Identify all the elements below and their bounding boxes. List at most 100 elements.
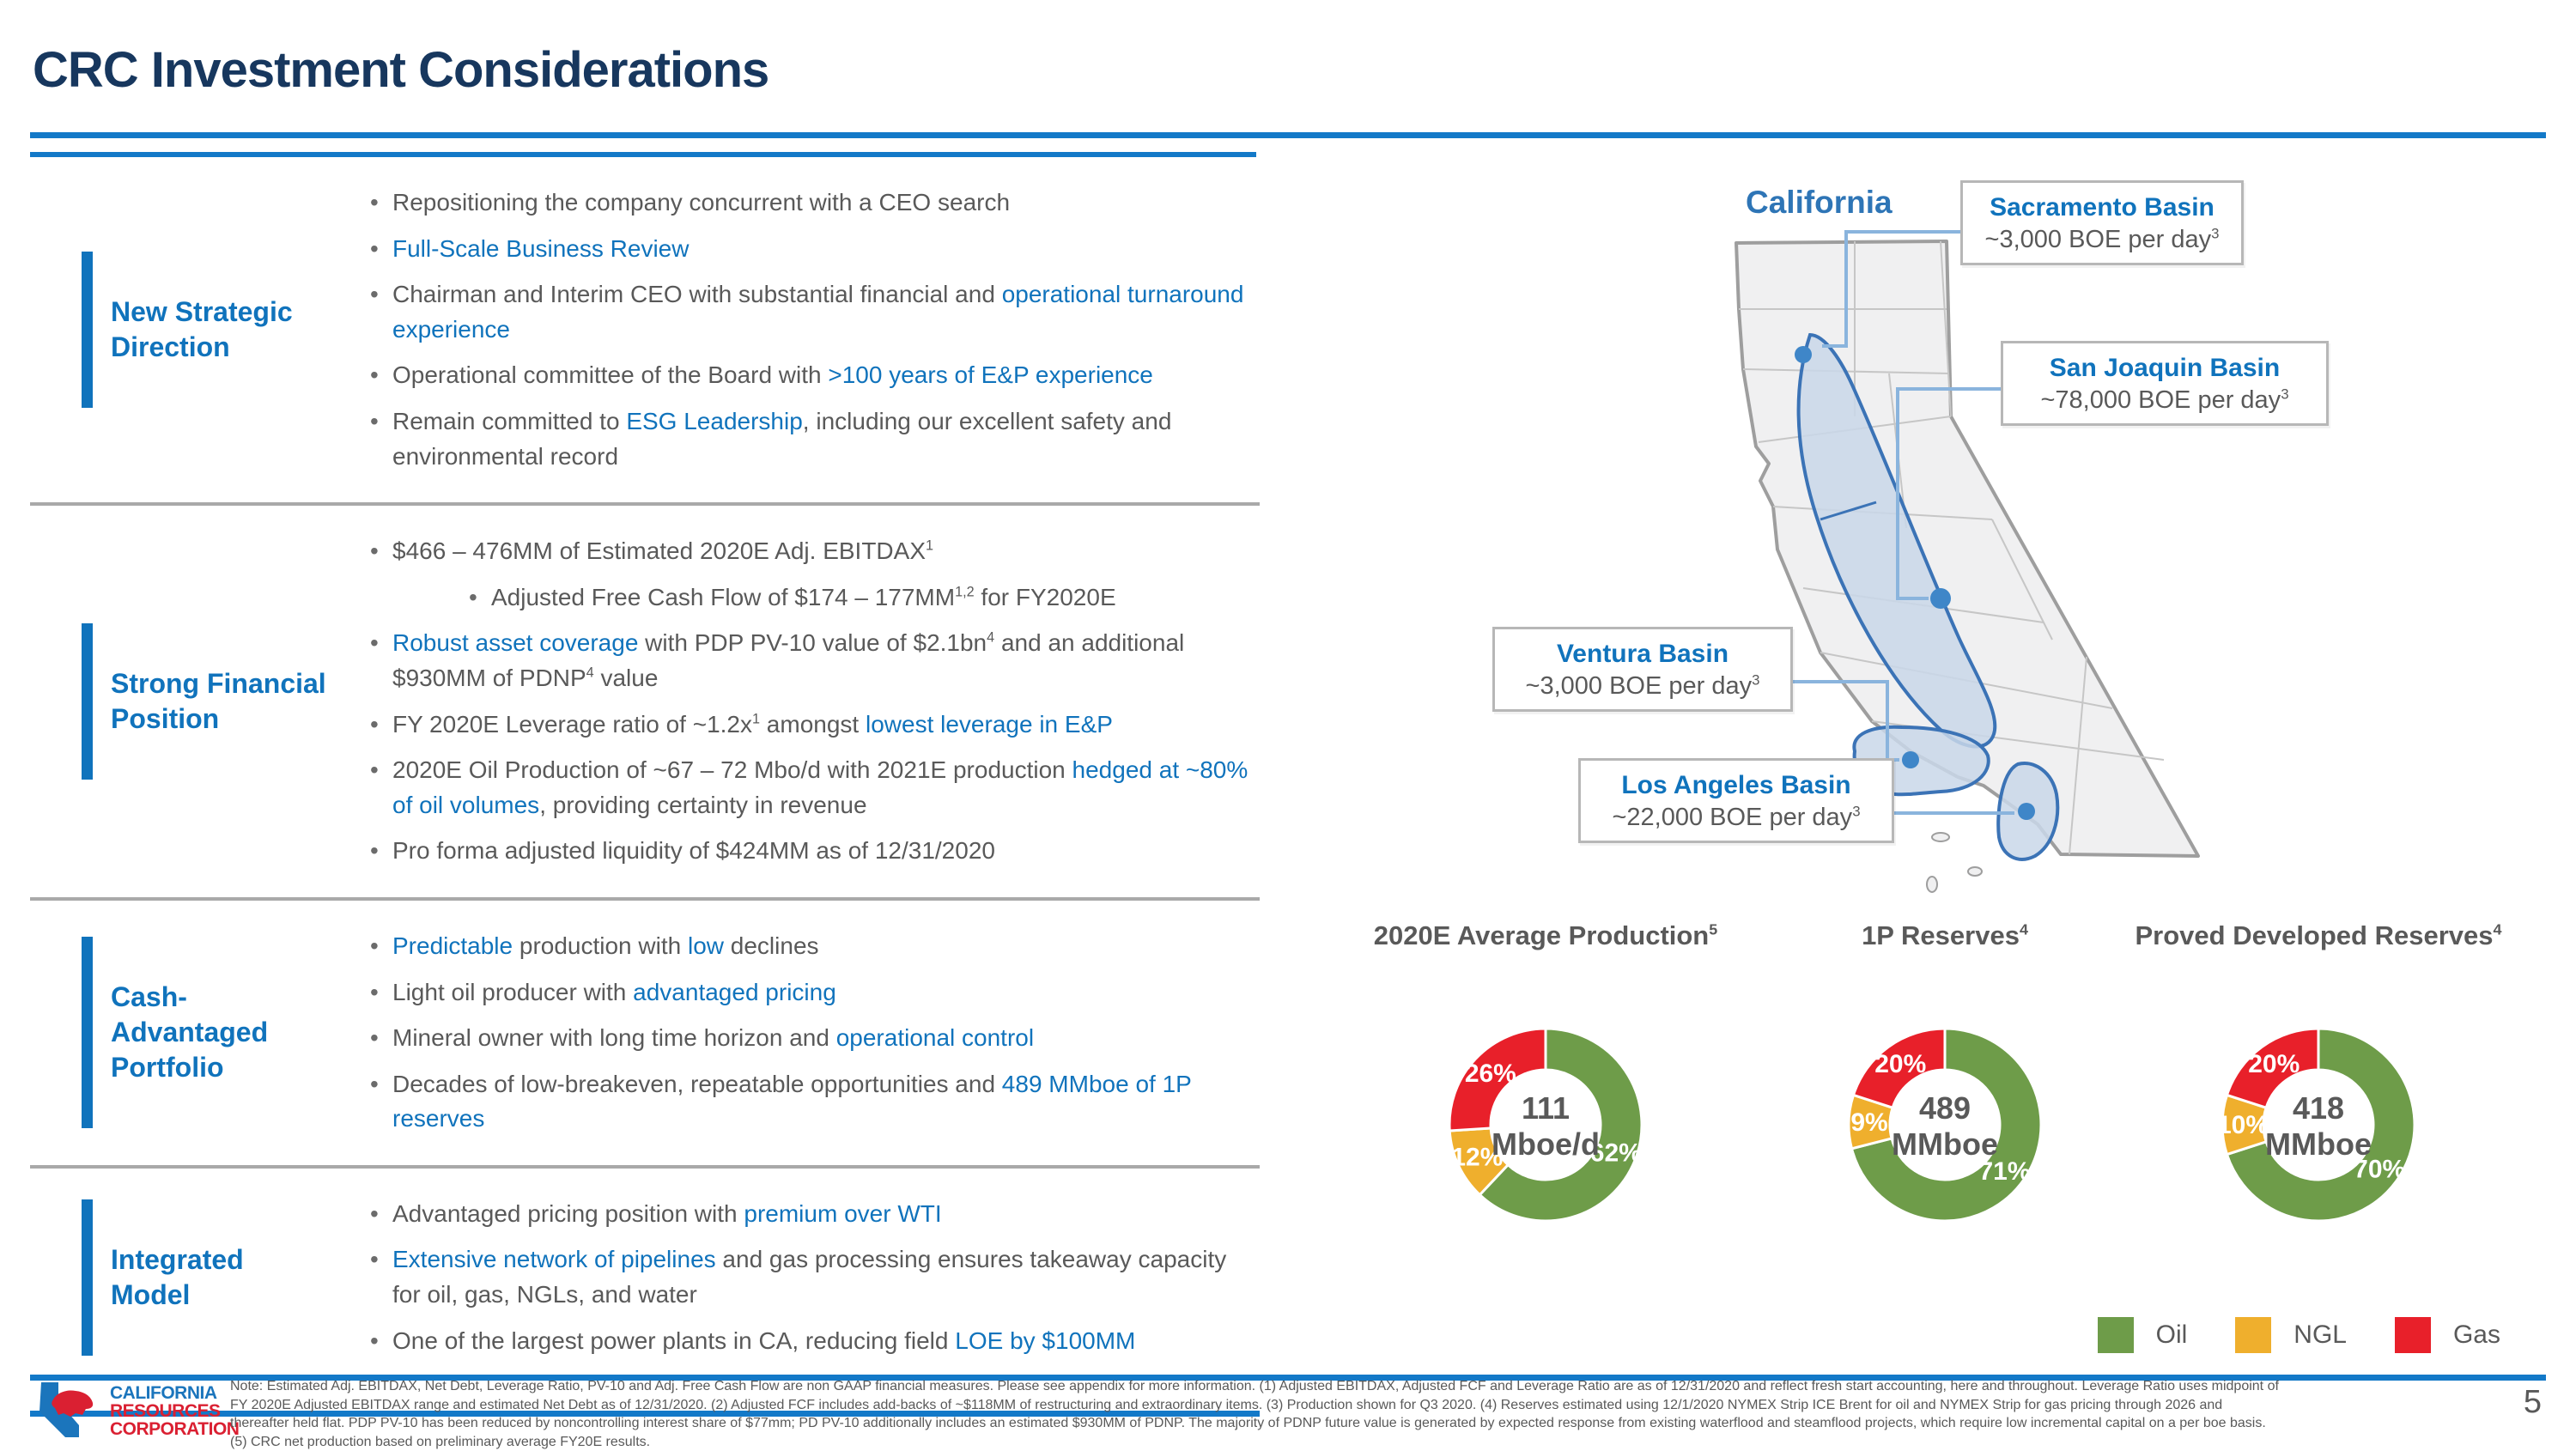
bullet-item: Robust asset coverage with PDP PV-10 val… <box>365 626 1255 695</box>
footnote-line: (5) CRC net production based on prelimin… <box>230 1433 2480 1451</box>
section-title-cell: Strong Financial Position <box>30 666 365 737</box>
bullet-item: Advantaged pricing position with premium… <box>365 1197 1255 1232</box>
donut-center-label: Mboe/d <box>1492 1126 1600 1162</box>
callout-los-angeles-basin: Los Angeles Basin ~22,000 BOE per day3 <box>1578 758 1894 843</box>
bullet-item: One of the largest power plants in CA, r… <box>365 1324 1255 1359</box>
bullet-item: Full-Scale Business Review <box>365 232 1255 267</box>
bullet-item: Predictable production with low declines <box>365 929 1255 964</box>
bullet-item: Adjusted Free Cash Flow of $174 – 177MM1… <box>464 580 1255 616</box>
donut-center-label: 111 <box>1522 1090 1570 1126</box>
slice-percent-label: 9% <box>1850 1108 1887 1137</box>
chart-title: Proved Developed Reserves4 <box>2112 920 2524 951</box>
california-basins-map: California Sacramento Basin ~3,000 BOE p… <box>1340 159 2576 914</box>
legend-label: Gas <box>2453 1320 2500 1350</box>
crc-logo: CALIFORNIA RESOURCES CORPORATION <box>33 1381 239 1442</box>
slice-percent-label: 26% <box>1465 1059 1516 1088</box>
crc-logo-text: CALIFORNIA RESOURCES CORPORATION <box>110 1384 239 1442</box>
slice-percent-label: 20% <box>2248 1050 2300 1078</box>
logo-line: CALIFORNIA <box>110 1384 239 1402</box>
bullet-item: Pro forma adjusted liquidity of $424MM a… <box>365 834 1255 869</box>
section-title-cell: Cash-Advantaged Portfolio <box>30 980 365 1085</box>
bullet-item: Repositioning the company concurrent wit… <box>365 185 1255 221</box>
callout-san-joaquin-basin: San Joaquin Basin ~78,000 BOE per day3 <box>2001 341 2329 426</box>
legend-label: Oil <box>2156 1320 2188 1350</box>
chart-title: 2020E Average Production5 <box>1340 920 1752 951</box>
legend-swatch <box>2395 1317 2431 1353</box>
bullet-item: Operational committee of the Board with … <box>365 358 1255 393</box>
section-list: New Strategic Direction Repositioning the… <box>30 157 1260 1387</box>
legend-swatch <box>2098 1317 2134 1353</box>
callout-ventura-basin: Ventura Basin ~3,000 BOE per day3 <box>1492 627 1793 712</box>
bullet-list: Advantaged pricing position with premium… <box>365 1186 1260 1369</box>
sacramento-basin-dot <box>1795 346 1812 363</box>
consideration-section: Strong Financial Position $466 – 476MM of… <box>30 502 1260 897</box>
consideration-section: Integrated Model Advantaged pricing posit… <box>30 1165 1260 1387</box>
bullet-item: Decades of low-breakeven, repeatable opp… <box>365 1067 1255 1137</box>
slice-percent-label: 10% <box>2217 1111 2269 1139</box>
bullet-item: Mineral owner with long time horizon and… <box>365 1021 1255 1056</box>
logo-line: RESOURCES <box>110 1402 239 1420</box>
basin-callout-value: ~78,000 BOE per day3 <box>2015 385 2314 417</box>
basin-callout-value: ~22,000 BOE per day3 <box>1593 802 1880 835</box>
legend-swatch <box>2235 1317 2271 1353</box>
san-joaquin-basin-dot <box>1930 588 1951 609</box>
legend-label: NGL <box>2293 1320 2347 1350</box>
page-title: CRC Investment Considerations <box>33 41 769 99</box>
donut-center-label: 489 <box>1919 1090 1971 1126</box>
chart-title: 1P Reserves4 <box>1739 920 2151 951</box>
section-title-cell: New Strategic Direction <box>30 294 365 365</box>
basin-callout-title: San Joaquin Basin <box>2015 352 2314 385</box>
slice-percent-label: 20% <box>1874 1050 1926 1078</box>
footnote-line: FY 2020E Adjusted EBITDAX range and esti… <box>230 1396 2480 1415</box>
basin-callout-title: Los Angeles Basin <box>1593 769 1880 802</box>
ventura-basin-dot <box>1902 751 1919 768</box>
bullet-item: Light oil producer with advantaged prici… <box>365 975 1255 1011</box>
bullet-list: Repositioning the company concurrent wit… <box>365 174 1260 485</box>
chart-legend: Oil NGL Gas <box>2098 1317 2500 1353</box>
legend-item-ngl: NGL <box>2235 1317 2347 1353</box>
california-label: California <box>1746 185 1893 221</box>
crc-logo-mark <box>33 1381 103 1442</box>
page-number: 5 <box>2524 1384 2542 1421</box>
title-rule <box>30 132 2546 138</box>
donut-center-label: MMboe <box>1892 1126 1998 1162</box>
basin-callout-title: Sacramento Basin <box>1975 191 2229 224</box>
basin-callout-value: ~3,000 BOE per day3 <box>1975 224 2229 257</box>
section-title: Integrated Model <box>82 1242 327 1313</box>
basin-callout-title: Ventura Basin <box>1507 638 1778 671</box>
section-title: Cash-Advantaged Portfolio <box>82 980 327 1085</box>
logo-line: CORPORATION <box>110 1420 239 1438</box>
bullet-item: $466 – 476MM of Estimated 2020E Adj. EBI… <box>365 534 1255 569</box>
bullet-item: 2020E Oil Production of ~67 – 72 Mbo/d w… <box>365 753 1255 823</box>
investment-considerations: New Strategic Direction Repositioning the… <box>30 157 1260 1417</box>
donut-center-label: 418 <box>2293 1090 2344 1126</box>
section-title: New Strategic Direction <box>82 294 327 365</box>
los-angeles-basin-dot <box>2018 803 2035 820</box>
consideration-section: New Strategic Direction Repositioning the… <box>30 157 1260 502</box>
channel-islands <box>1927 833 1982 892</box>
california-map-graphic <box>1340 159 2576 914</box>
donut-center-label: MMboe <box>2265 1126 2372 1162</box>
footnotes: Note: Estimated Adj. EBITDAX, Net Debt, … <box>230 1377 2480 1451</box>
legend-item-gas: Gas <box>2395 1317 2500 1353</box>
consideration-section: Cash-Advantaged Portfolio Predictable pro… <box>30 897 1260 1165</box>
bullet-item: Remain committed to ESG Leadership, incl… <box>365 404 1255 474</box>
bullet-list: $466 – 476MM of Estimated 2020E Adj. EBI… <box>365 523 1260 880</box>
section-title-cell: Integrated Model <box>30 1242 365 1313</box>
bullet-item: Extensive network of pipelines and gas p… <box>365 1242 1255 1312</box>
bullet-item: Chairman and Interim CEO with substantia… <box>365 277 1255 347</box>
footnote-line: thereafter held flat. PDP PV-10 has been… <box>230 1414 2480 1433</box>
legend-item-oil: Oil <box>2098 1317 2188 1353</box>
footnote-line: Note: Estimated Adj. EBITDAX, Net Debt, … <box>230 1377 2480 1396</box>
basin-callout-value: ~3,000 BOE per day3 <box>1507 671 1778 703</box>
callout-sacramento-basin: Sacramento Basin ~3,000 BOE per day3 <box>1960 180 2244 265</box>
bullet-item: FY 2020E Leverage ratio of ~1.2x1 amongs… <box>365 707 1255 743</box>
section-title: Strong Financial Position <box>82 666 327 737</box>
